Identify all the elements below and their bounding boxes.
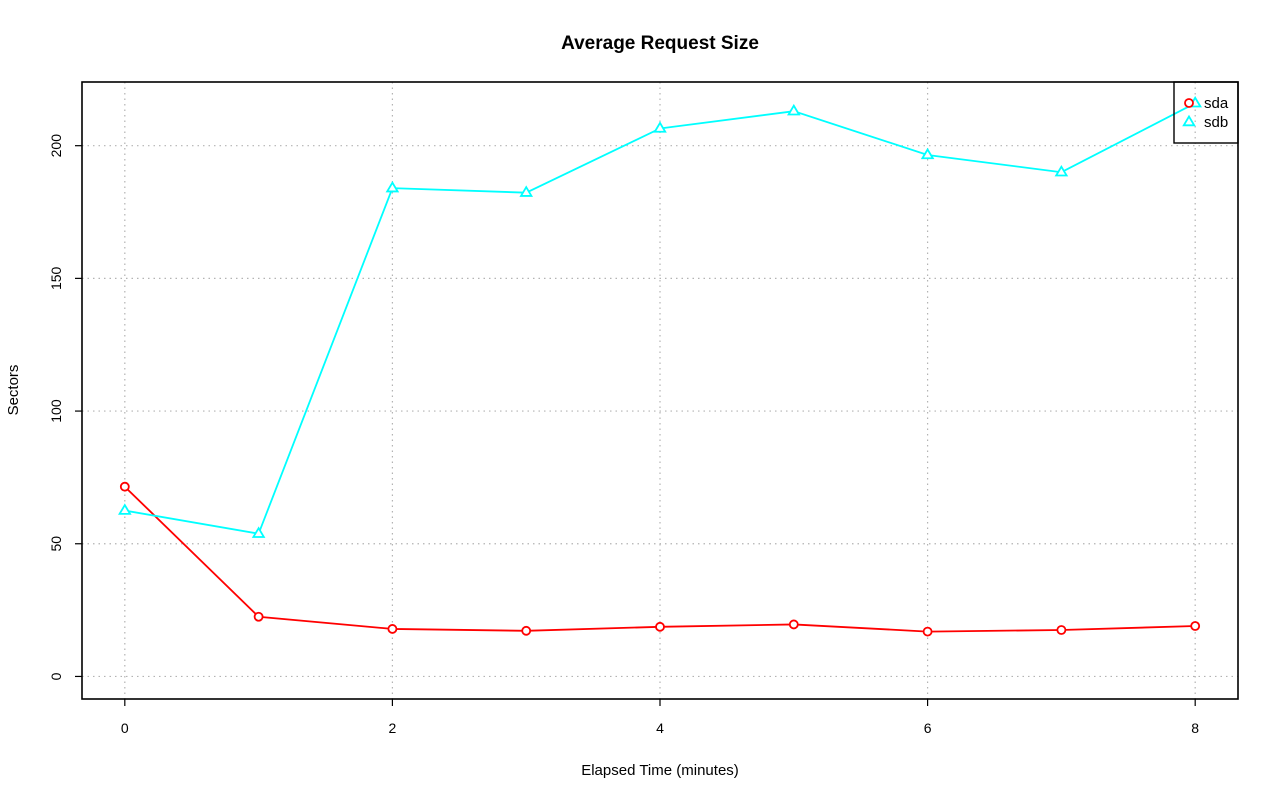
y-axis-label: Sectors — [5, 365, 22, 416]
x-tick-label: 4 — [656, 720, 664, 736]
data-point-sdb — [118, 503, 132, 515]
y-tick-label: 200 — [48, 134, 64, 158]
y-tick-label: 0 — [48, 672, 64, 680]
axes: 0 2 4 6 8 0 50 100 150 200 — [48, 134, 1199, 736]
y-tick-label: 150 — [48, 266, 64, 290]
legend-label-sdb: sdb — [1204, 114, 1228, 131]
legend-label-sda: sda — [1204, 95, 1229, 112]
x-tick-label: 0 — [121, 720, 129, 736]
y-tick-label: 50 — [48, 536, 64, 552]
data-point-sda — [1056, 625, 1067, 635]
y-tick-label: 100 — [48, 399, 64, 423]
x-tick-label: 8 — [1191, 720, 1199, 736]
data-point-sda — [387, 624, 398, 634]
x-axis-label: Elapsed Time (minutes) — [581, 762, 739, 779]
legend: sda sdb — [1173, 81, 1239, 144]
chart-title: Average Request Size — [561, 33, 759, 54]
legend-marker-sdb — [1182, 114, 1196, 127]
x-tick-label: 2 — [389, 720, 397, 736]
grid — [82, 82, 1238, 699]
data-point-sdb — [920, 147, 935, 160]
data-point-sdb — [1054, 164, 1069, 177]
data-point-sdb — [786, 103, 801, 116]
legend-box — [1173, 81, 1239, 144]
data-point-sda — [655, 621, 665, 632]
series-layer — [118, 95, 1202, 637]
data-point-sda — [521, 625, 532, 636]
series-line-sda — [124, 486, 1196, 633]
series-line-sdb — [124, 102, 1196, 535]
data-point-sdb — [519, 185, 534, 197]
x-tick-label: 6 — [924, 720, 932, 736]
data-point-sdb — [653, 121, 667, 133]
data-point-sda — [788, 619, 799, 630]
data-point-sda — [119, 481, 130, 492]
data-point-sdb — [385, 180, 400, 193]
data-point-sda — [922, 626, 933, 637]
data-point-sdb — [251, 526, 266, 538]
data-point-sda — [253, 611, 264, 622]
data-point-sda — [1190, 621, 1201, 631]
legend-marker-sda — [1184, 98, 1194, 108]
